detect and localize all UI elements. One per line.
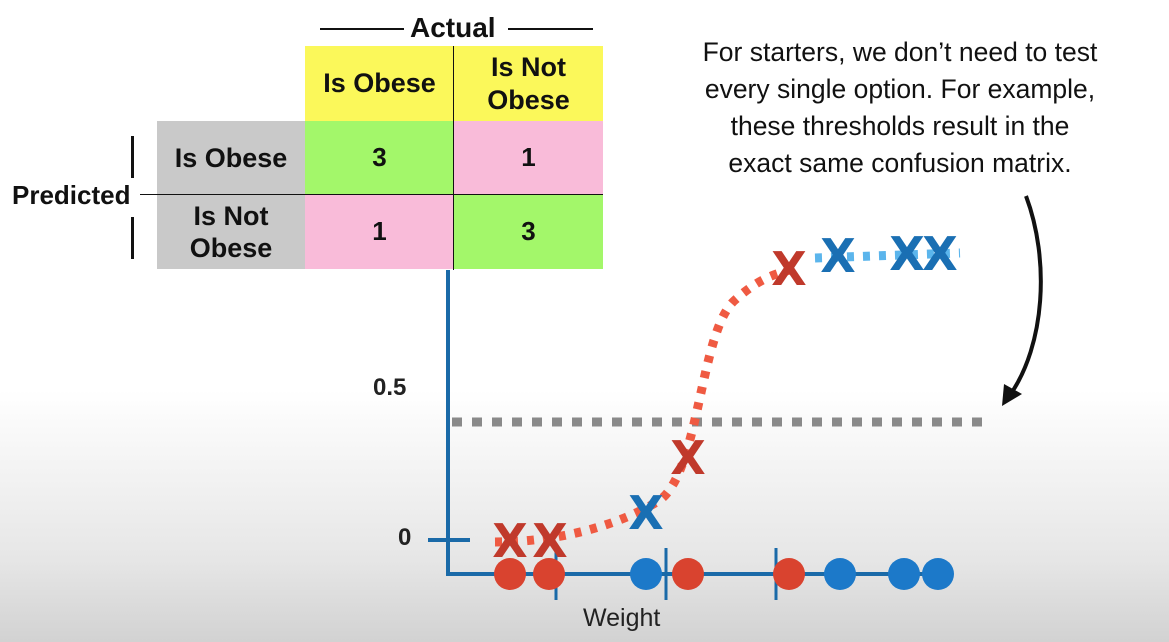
data-dot [773,558,805,590]
annotation-arrow [1008,195,1043,397]
y-tick-label-half: 0.5 [373,374,407,401]
actual-title: Actual [410,12,496,43]
data-dot [888,558,920,590]
predicted-bracket-bottom [131,217,134,259]
annotation-arrowhead [1002,384,1022,406]
x-axis-label: Weight [583,604,661,632]
x-marker: X [889,227,924,281]
cell-false-negative: 1 [305,195,454,269]
x-marker: X [820,229,855,283]
cell-true-positive: 3 [305,121,454,195]
annotation-text: For starters, we don’t need to test ever… [702,37,1098,178]
col-header-is-not-obese: Is Not Obese [454,46,603,121]
data-dot [824,558,856,590]
predicted-title-line [140,194,157,195]
predicted-bracket-top [131,136,134,178]
x-marker: X [771,242,806,296]
row-header-is-obese: Is Obese [157,121,305,195]
x-marker: X [628,486,663,540]
x-marker: X [922,227,957,281]
y-tick-label-zero: 0 [398,524,412,551]
actual-title-line-right [508,28,593,30]
col-header-is-obese: Is Obese [305,46,454,121]
x-marker: X [670,431,705,485]
data-dot [672,558,704,590]
data-dot [630,558,662,590]
data-dot [533,558,565,590]
logistic-curve [494,265,792,547]
actual-title-line-left [320,28,404,30]
cell-false-positive: 1 [454,121,603,195]
data-dot [494,558,526,590]
data-dot [922,558,954,590]
matrix-divider-vertical [453,46,454,270]
predicted-title: Predicted [12,180,131,210]
row-header-is-not-obese: Is Not Obese [157,195,305,269]
cell-true-negative: 3 [454,195,603,269]
matrix-divider-horizontal [157,194,603,195]
